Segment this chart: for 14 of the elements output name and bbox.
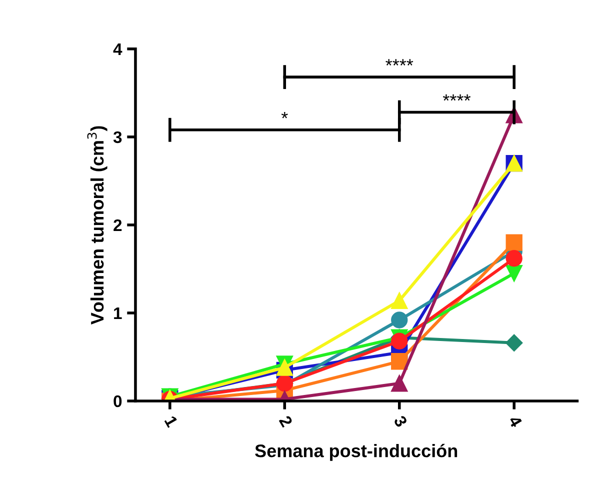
- x-tick-label: 2: [278, 414, 293, 428]
- y-tick-label: 3: [113, 131, 122, 144]
- x-tick-label: 1: [164, 415, 178, 428]
- annotation: ****: [442, 94, 471, 101]
- x-tick-label: 4: [508, 414, 523, 428]
- annotation: ****: [386, 59, 414, 66]
- y-tick-label: 0: [114, 395, 122, 408]
- y-axis-title: Volumen tumoral (cm$^{3}$): [87, 126, 108, 324]
- y-tick-label: 1: [114, 308, 122, 319]
- x-tick-label: 3: [393, 414, 408, 428]
- annotation: *: [281, 112, 288, 118]
- x-axis-title: Semana post-inducción: [255, 444, 458, 461]
- y-tick-label: 4: [113, 43, 122, 55]
- y-tick-label: 2: [114, 219, 122, 231]
